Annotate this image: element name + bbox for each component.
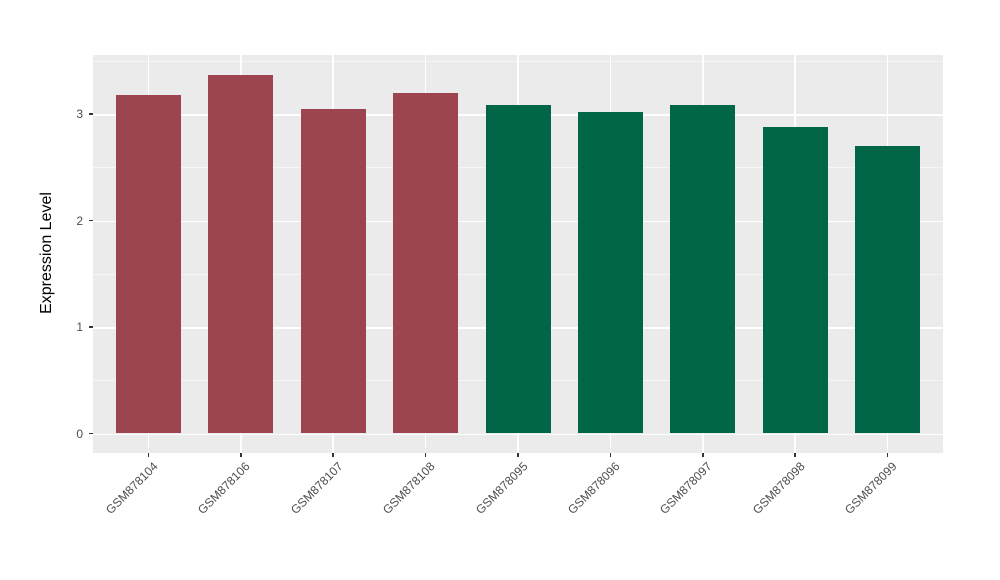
x-tick-mark (240, 453, 242, 457)
x-tick-mark (886, 453, 889, 457)
bar-GSM878108 (393, 92, 458, 434)
x-tick-label-GSM878097: GSM878097 (657, 459, 715, 517)
bar-GSM878099 (855, 145, 920, 434)
x-tick-mark (794, 453, 796, 457)
bar-GSM878104 (116, 94, 181, 434)
bar-GSM878106 (208, 74, 273, 434)
y-tick-label: 0 (76, 426, 83, 441)
y-tick-label: 3 (76, 107, 83, 121)
plot-panel (93, 55, 943, 453)
x-tick-label-GSM878106: GSM878106 (195, 459, 254, 517)
y-tick-mark (88, 113, 93, 115)
bar-GSM878095 (486, 105, 551, 434)
x-tick-mark (702, 453, 704, 457)
x-tick-mark (517, 453, 519, 457)
x-tick-label-GSM878096: GSM878096 (565, 459, 623, 517)
y-tick-mark (88, 432, 93, 435)
y-tick-mark (88, 326, 93, 328)
x-tick-mark (424, 453, 427, 457)
y-tick-label: 2 (76, 213, 83, 228)
x-tick-label-GSM878095: GSM878095 (472, 459, 531, 517)
bar-GSM878098 (763, 126, 828, 434)
bar-GSM878107 (301, 108, 366, 434)
x-tick-label-GSM878107: GSM878107 (287, 459, 346, 517)
bar-GSM878097 (670, 105, 735, 434)
x-tick-label-GSM878108: GSM878108 (380, 459, 438, 517)
x-tick-mark (147, 453, 150, 457)
x-tick-label-GSM878104: GSM878104 (103, 459, 161, 517)
x-tick-label-GSM878099: GSM878099 (842, 459, 900, 517)
x-tick-mark (332, 453, 334, 457)
y-tick-mark (88, 219, 93, 222)
bar-GSM878096 (578, 111, 643, 434)
x-tick-label-GSM878098: GSM878098 (749, 459, 808, 517)
y-tick-label: 1 (76, 320, 83, 334)
x-tick-mark (609, 453, 612, 457)
